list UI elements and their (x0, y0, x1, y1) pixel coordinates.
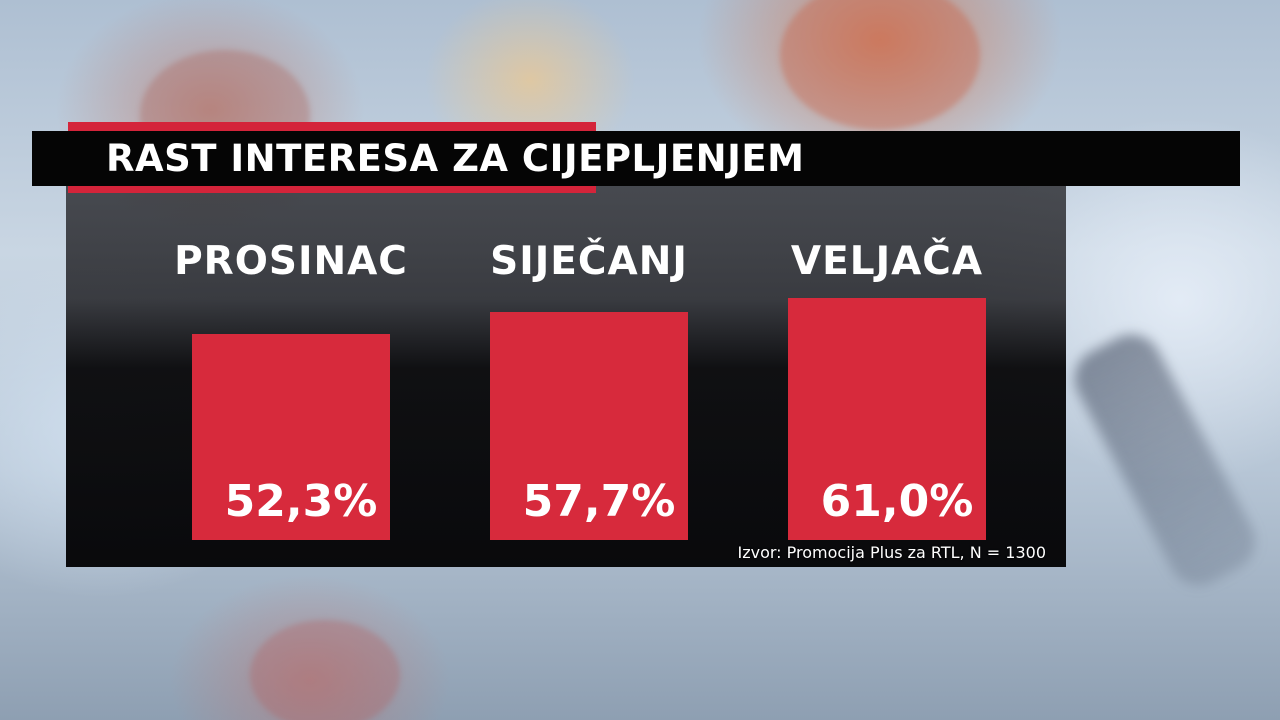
bar-value-label: 57,7% (522, 476, 676, 527)
syringe-background-image (1064, 324, 1266, 596)
source-note: Izvor: Promocija Plus za RTL, N = 1300 (737, 543, 1046, 562)
virus-background-image (780, 0, 980, 130)
bar (490, 311, 688, 540)
chart-title: RAST INTERESA ZA CIJEPLJENJEM (106, 137, 805, 180)
bar-value-label: 52,3% (224, 476, 378, 527)
virus-background-image (250, 620, 400, 720)
title-accent-top (68, 122, 596, 131)
category-label: PROSINAC (174, 239, 408, 284)
bar-value-label: 61,0% (820, 476, 974, 527)
category-label: VELJAČA (790, 239, 984, 284)
title-bar (32, 131, 1240, 186)
title-accent-bottom (68, 186, 596, 193)
bar (788, 298, 986, 540)
category-label: SIJEČANJ (490, 239, 688, 284)
bar (192, 334, 390, 540)
